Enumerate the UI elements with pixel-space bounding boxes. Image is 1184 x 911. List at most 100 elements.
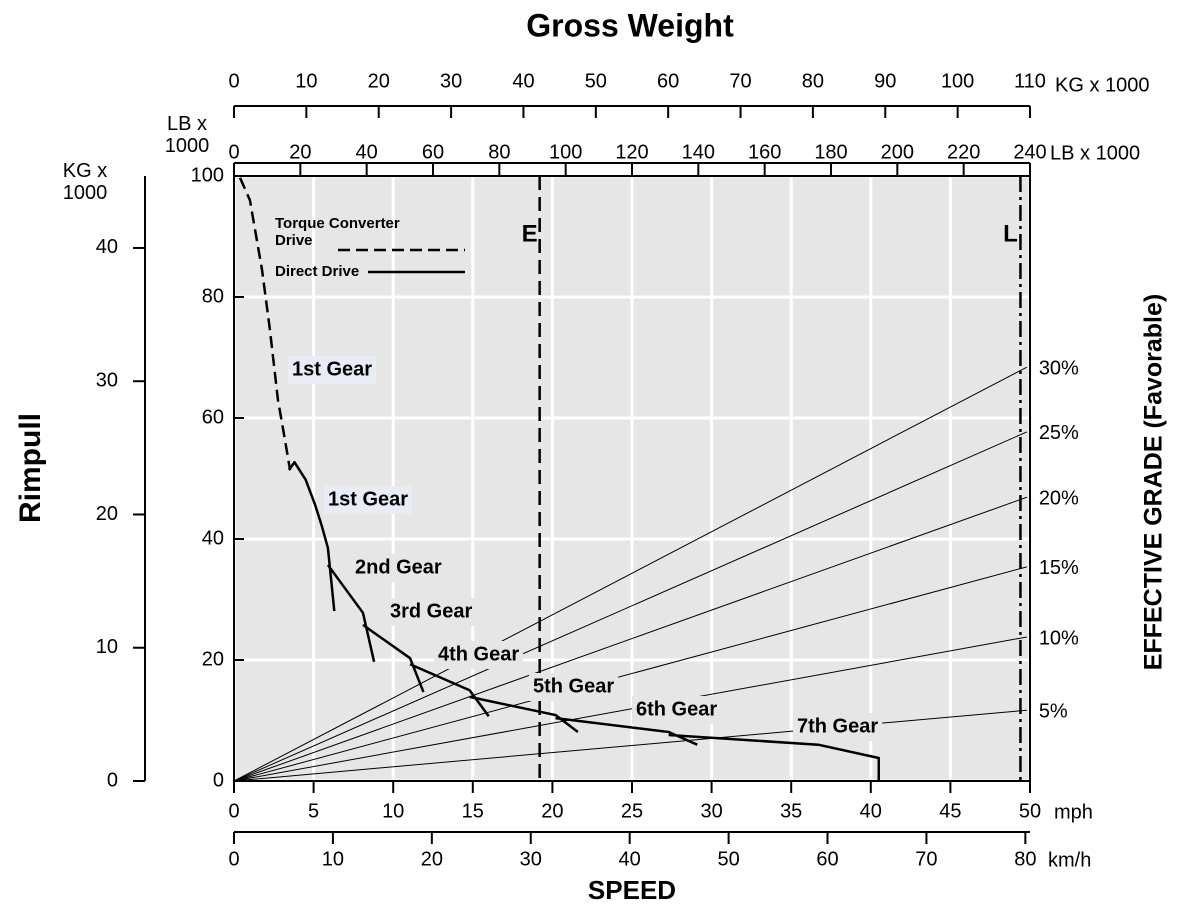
tick-label: 80 xyxy=(488,141,510,163)
mph-unit: mph xyxy=(1054,801,1093,823)
annotation-bg xyxy=(288,356,377,384)
y-tick-label: 40 xyxy=(202,527,224,549)
y-tick-label: 80 xyxy=(202,285,224,307)
limit-label: L xyxy=(1003,220,1018,247)
annotation: 1st Gear xyxy=(292,358,372,380)
annotation-bg xyxy=(351,554,446,582)
annotation: 3rd Gear xyxy=(390,600,472,622)
tick-label: 110 xyxy=(1014,70,1046,92)
annotation: 6th Gear xyxy=(636,698,717,720)
tick-label: 50 xyxy=(1019,800,1041,822)
annotation: 1st Gear xyxy=(328,488,408,510)
kg-unit: KG x 1000 xyxy=(62,160,108,204)
tick-label: 45 xyxy=(939,800,961,822)
tick-label: 0 xyxy=(228,848,239,870)
kg-tick-label: 40 xyxy=(96,236,118,258)
grade-label: 25% xyxy=(1039,422,1079,444)
y-tick-label: 100 xyxy=(191,164,224,186)
annotation-bg xyxy=(324,486,413,514)
annotation: 5th Gear xyxy=(533,675,614,697)
tick-label: 10 xyxy=(322,848,344,870)
tick-label: 50 xyxy=(585,70,607,92)
tick-label: 140 xyxy=(682,141,715,163)
tick-label: 60 xyxy=(816,848,838,870)
tick-label: 20 xyxy=(541,800,563,822)
x-axis-title: SPEED xyxy=(588,875,676,905)
annotation-bg xyxy=(632,696,722,724)
tick-label: 20 xyxy=(368,70,390,92)
tick-label: 15 xyxy=(462,800,484,822)
kg-tick-label: 0 xyxy=(107,769,118,791)
kmh-unit: km/h xyxy=(1048,849,1091,871)
tick-label: 10 xyxy=(382,800,404,822)
legend-label: Torque Converter Drive xyxy=(275,215,400,249)
grade-label: 10% xyxy=(1039,627,1079,649)
grade-line xyxy=(233,566,1027,782)
tick-label: 220 xyxy=(947,141,980,163)
tick-label: 40 xyxy=(619,848,641,870)
grade-label: 30% xyxy=(1039,357,1079,379)
grade-label: 5% xyxy=(1039,700,1068,722)
limit-label: E xyxy=(522,220,538,247)
tick-label: 0 xyxy=(228,70,239,92)
grade-label: 15% xyxy=(1039,557,1079,579)
annotation-bg xyxy=(529,673,619,701)
grade-line xyxy=(233,496,1027,782)
annotation: 7th Gear xyxy=(797,715,878,737)
tick-label: 40 xyxy=(860,800,882,822)
series-line xyxy=(287,460,881,781)
kg-tick-label: 10 xyxy=(96,636,118,658)
y-axis-title: Rimpull xyxy=(14,413,47,523)
annotation: 2nd Gear xyxy=(355,556,442,578)
y-tick-label: 20 xyxy=(202,648,224,670)
tick-label: 5 xyxy=(308,800,319,822)
tick-label: 240 xyxy=(1013,141,1046,163)
kg-tick-label: 30 xyxy=(96,370,118,392)
grade-line xyxy=(233,709,1027,782)
annotation-bg xyxy=(793,713,883,741)
tick-label: 40 xyxy=(356,141,378,163)
tick-label: 30 xyxy=(440,70,462,92)
tick-label: 0 xyxy=(228,141,239,163)
tick-label: 160 xyxy=(748,141,781,163)
top-kg-unit: KG x 1000 xyxy=(1055,74,1150,96)
annotation-bg xyxy=(386,598,477,626)
tick-label: 60 xyxy=(657,70,679,92)
tick-label: 0 xyxy=(228,800,239,822)
annotation: 4th Gear xyxy=(438,643,519,665)
kg-tick-label: 20 xyxy=(96,503,118,525)
y2-axis-title: EFFECTIVE GRADE (Favorable) xyxy=(1140,294,1168,670)
top-lb-unit: LB x 1000 xyxy=(1050,142,1140,164)
grade-line xyxy=(233,366,1028,782)
tick-label: 20 xyxy=(421,848,443,870)
tick-label: 90 xyxy=(874,70,896,92)
tick-label: 10 xyxy=(295,70,317,92)
tick-label: 50 xyxy=(717,848,739,870)
tick-label: 200 xyxy=(881,141,914,163)
tick-label: 120 xyxy=(615,141,648,163)
legend-label: Direct Drive xyxy=(275,263,360,280)
tick-label: 30 xyxy=(520,848,542,870)
tick-label: 60 xyxy=(422,141,444,163)
tick-label: 40 xyxy=(512,70,534,92)
y-tick-label: 0 xyxy=(213,769,224,791)
grade-line xyxy=(233,636,1027,782)
grade-label: 20% xyxy=(1039,488,1079,510)
tick-label: 35 xyxy=(780,800,802,822)
tick-label: 70 xyxy=(729,70,751,92)
tick-label: 100 xyxy=(549,141,582,163)
tick-label: 180 xyxy=(814,141,847,163)
tick-label: 30 xyxy=(700,800,722,822)
tick-label: 80 xyxy=(1014,848,1036,870)
tick-label: 70 xyxy=(915,848,937,870)
tick-label: 100 xyxy=(941,70,974,92)
y-tick-label: 60 xyxy=(202,406,224,428)
y-unit: LB x 1000 xyxy=(164,113,210,157)
chart-title: Gross Weight xyxy=(526,7,734,43)
tick-label: 20 xyxy=(289,141,311,163)
annotation-bg xyxy=(434,641,524,669)
series-line xyxy=(238,177,292,471)
grade-line xyxy=(233,431,1028,782)
